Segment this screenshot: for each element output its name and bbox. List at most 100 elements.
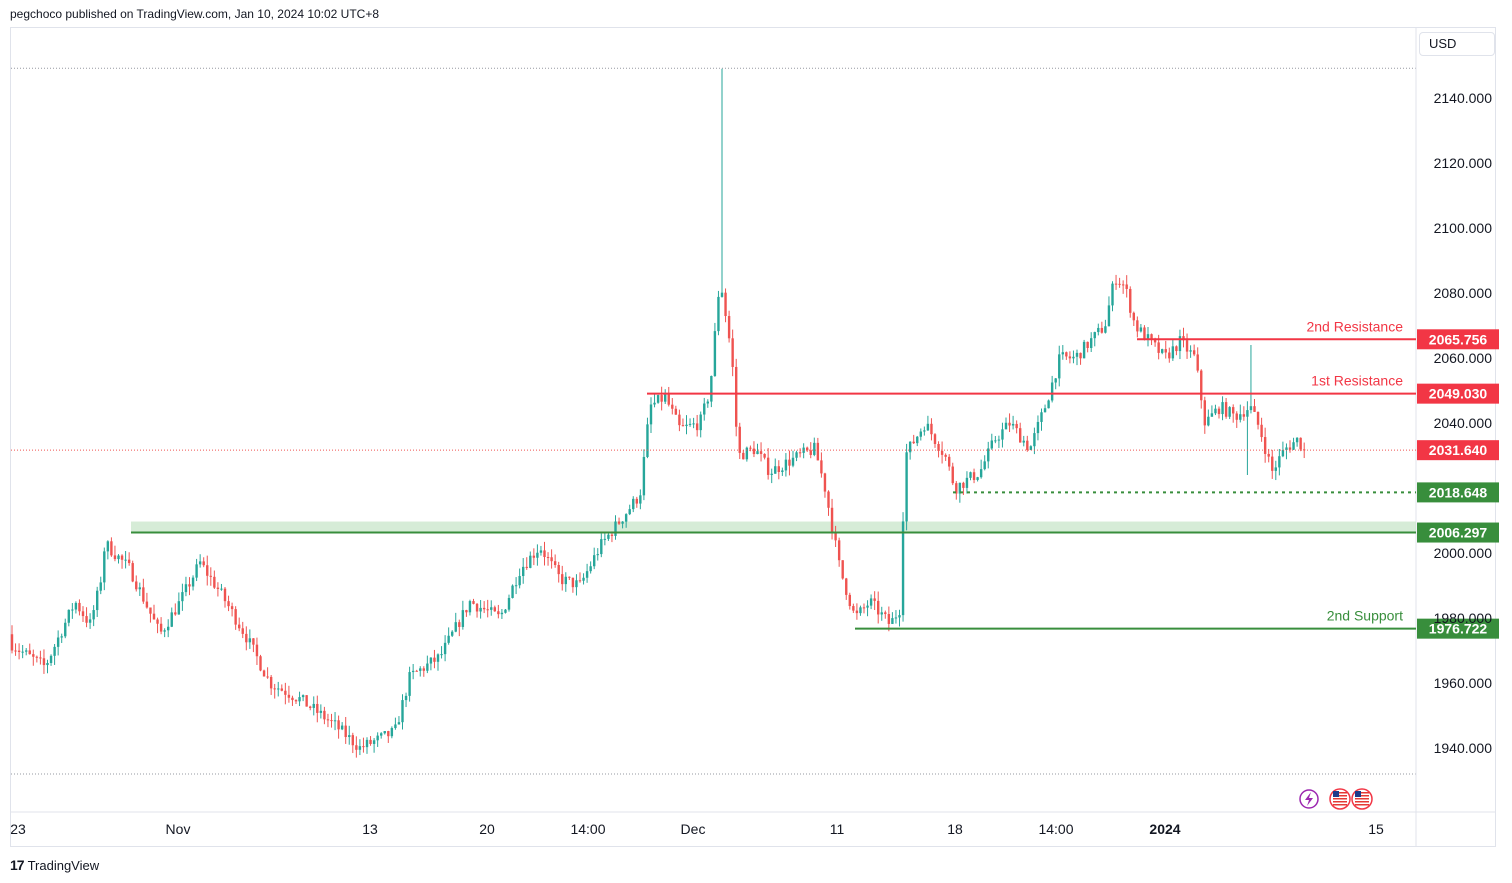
- candle-body: [756, 451, 759, 455]
- candle-body: [873, 598, 876, 601]
- candle: [571, 577, 575, 593]
- us-flag-event-icon[interactable]: [1329, 788, 1351, 810]
- candle-body: [699, 414, 702, 431]
- candle: [269, 674, 273, 695]
- candle: [908, 441, 912, 460]
- candle-body: [174, 612, 177, 615]
- y-tick-label: 2120.000: [1434, 155, 1493, 171]
- candle: [593, 547, 596, 570]
- candle: [628, 504, 631, 516]
- candle: [1104, 319, 1107, 334]
- candle-body: [1224, 402, 1228, 417]
- candle-body: [1299, 437, 1302, 450]
- candle-body: [99, 582, 102, 591]
- candle: [1079, 352, 1082, 365]
- candle-body: [1050, 382, 1054, 401]
- candle: [35, 655, 39, 663]
- candle-body: [866, 605, 869, 608]
- candle-body: [720, 292, 724, 297]
- candle-body: [916, 436, 919, 444]
- candle: [493, 605, 496, 612]
- candle-body: [17, 650, 21, 652]
- candle-body: [198, 561, 202, 565]
- candle-body: [1295, 437, 1299, 443]
- candle: [46, 659, 49, 674]
- candle: [167, 619, 170, 638]
- candle-body: [820, 460, 823, 474]
- us-flag-event-icon[interactable]: [1351, 788, 1373, 810]
- candle-body: [234, 609, 237, 625]
- candle-body: [120, 555, 124, 560]
- candle: [965, 471, 969, 494]
- candle-body: [372, 740, 376, 744]
- candle: [326, 713, 330, 728]
- candle-body: [1157, 342, 1160, 353]
- flag-stripe: [1355, 798, 1369, 800]
- candle-body: [1132, 312, 1135, 321]
- candle-body: [436, 654, 440, 662]
- candle-body: [145, 601, 149, 608]
- candle: [901, 512, 905, 622]
- candle-body: [568, 576, 571, 578]
- candle: [1292, 437, 1295, 451]
- candle-body: [340, 725, 344, 730]
- tradingview-footer[interactable]: 17 TradingView: [10, 857, 99, 873]
- candle: [752, 441, 756, 458]
- candle: [85, 607, 88, 628]
- candle: [1036, 415, 1040, 441]
- candle-body: [408, 672, 411, 696]
- candle: [404, 692, 408, 708]
- candle-body: [504, 609, 507, 613]
- candle-body: [298, 697, 301, 702]
- candle: [930, 418, 933, 441]
- currency-button[interactable]: USD: [1419, 32, 1495, 56]
- candle-body: [230, 606, 234, 610]
- candle: [514, 577, 518, 595]
- candle-body: [1185, 340, 1189, 352]
- candle-body: [426, 663, 429, 671]
- y-tick-label: 1980.000: [1434, 610, 1493, 626]
- candle-body: [1203, 400, 1206, 426]
- candle: [241, 621, 244, 639]
- candle-body: [465, 610, 468, 613]
- candle-body: [103, 551, 106, 583]
- candle: [937, 441, 940, 458]
- candle: [798, 448, 802, 458]
- candle: [678, 409, 681, 432]
- candle-body: [1118, 283, 1121, 285]
- candle-body: [1285, 447, 1288, 451]
- candle: [103, 547, 106, 591]
- flag-stripe: [1355, 795, 1369, 797]
- candle-body: [1036, 421, 1040, 434]
- chart-pane: [10, 27, 1496, 847]
- candle-body: [1235, 413, 1238, 420]
- candle: [671, 398, 674, 415]
- candle-body: [255, 644, 259, 657]
- candle-body: [575, 580, 578, 588]
- candle: [78, 599, 81, 616]
- candle: [940, 441, 944, 464]
- candle: [213, 570, 216, 589]
- candle: [10, 625, 14, 654]
- candle-body: [887, 614, 891, 624]
- candle: [1139, 324, 1143, 333]
- candle: [536, 544, 539, 566]
- candle: [944, 453, 947, 461]
- candle: [1285, 443, 1288, 460]
- candle-body: [759, 451, 763, 454]
- candle-body: [862, 607, 866, 609]
- candle: [238, 617, 241, 632]
- candle-body: [589, 566, 592, 572]
- candle: [525, 557, 528, 570]
- candle: [426, 655, 429, 674]
- candle: [717, 290, 720, 336]
- candle: [340, 722, 344, 731]
- candle-body: [380, 733, 383, 736]
- candle-body: [898, 615, 901, 618]
- lightning-event-icon[interactable]: [1299, 789, 1319, 809]
- candle-body: [1189, 350, 1192, 352]
- candle: [234, 606, 237, 630]
- candle: [401, 694, 404, 730]
- candle-body: [269, 676, 273, 689]
